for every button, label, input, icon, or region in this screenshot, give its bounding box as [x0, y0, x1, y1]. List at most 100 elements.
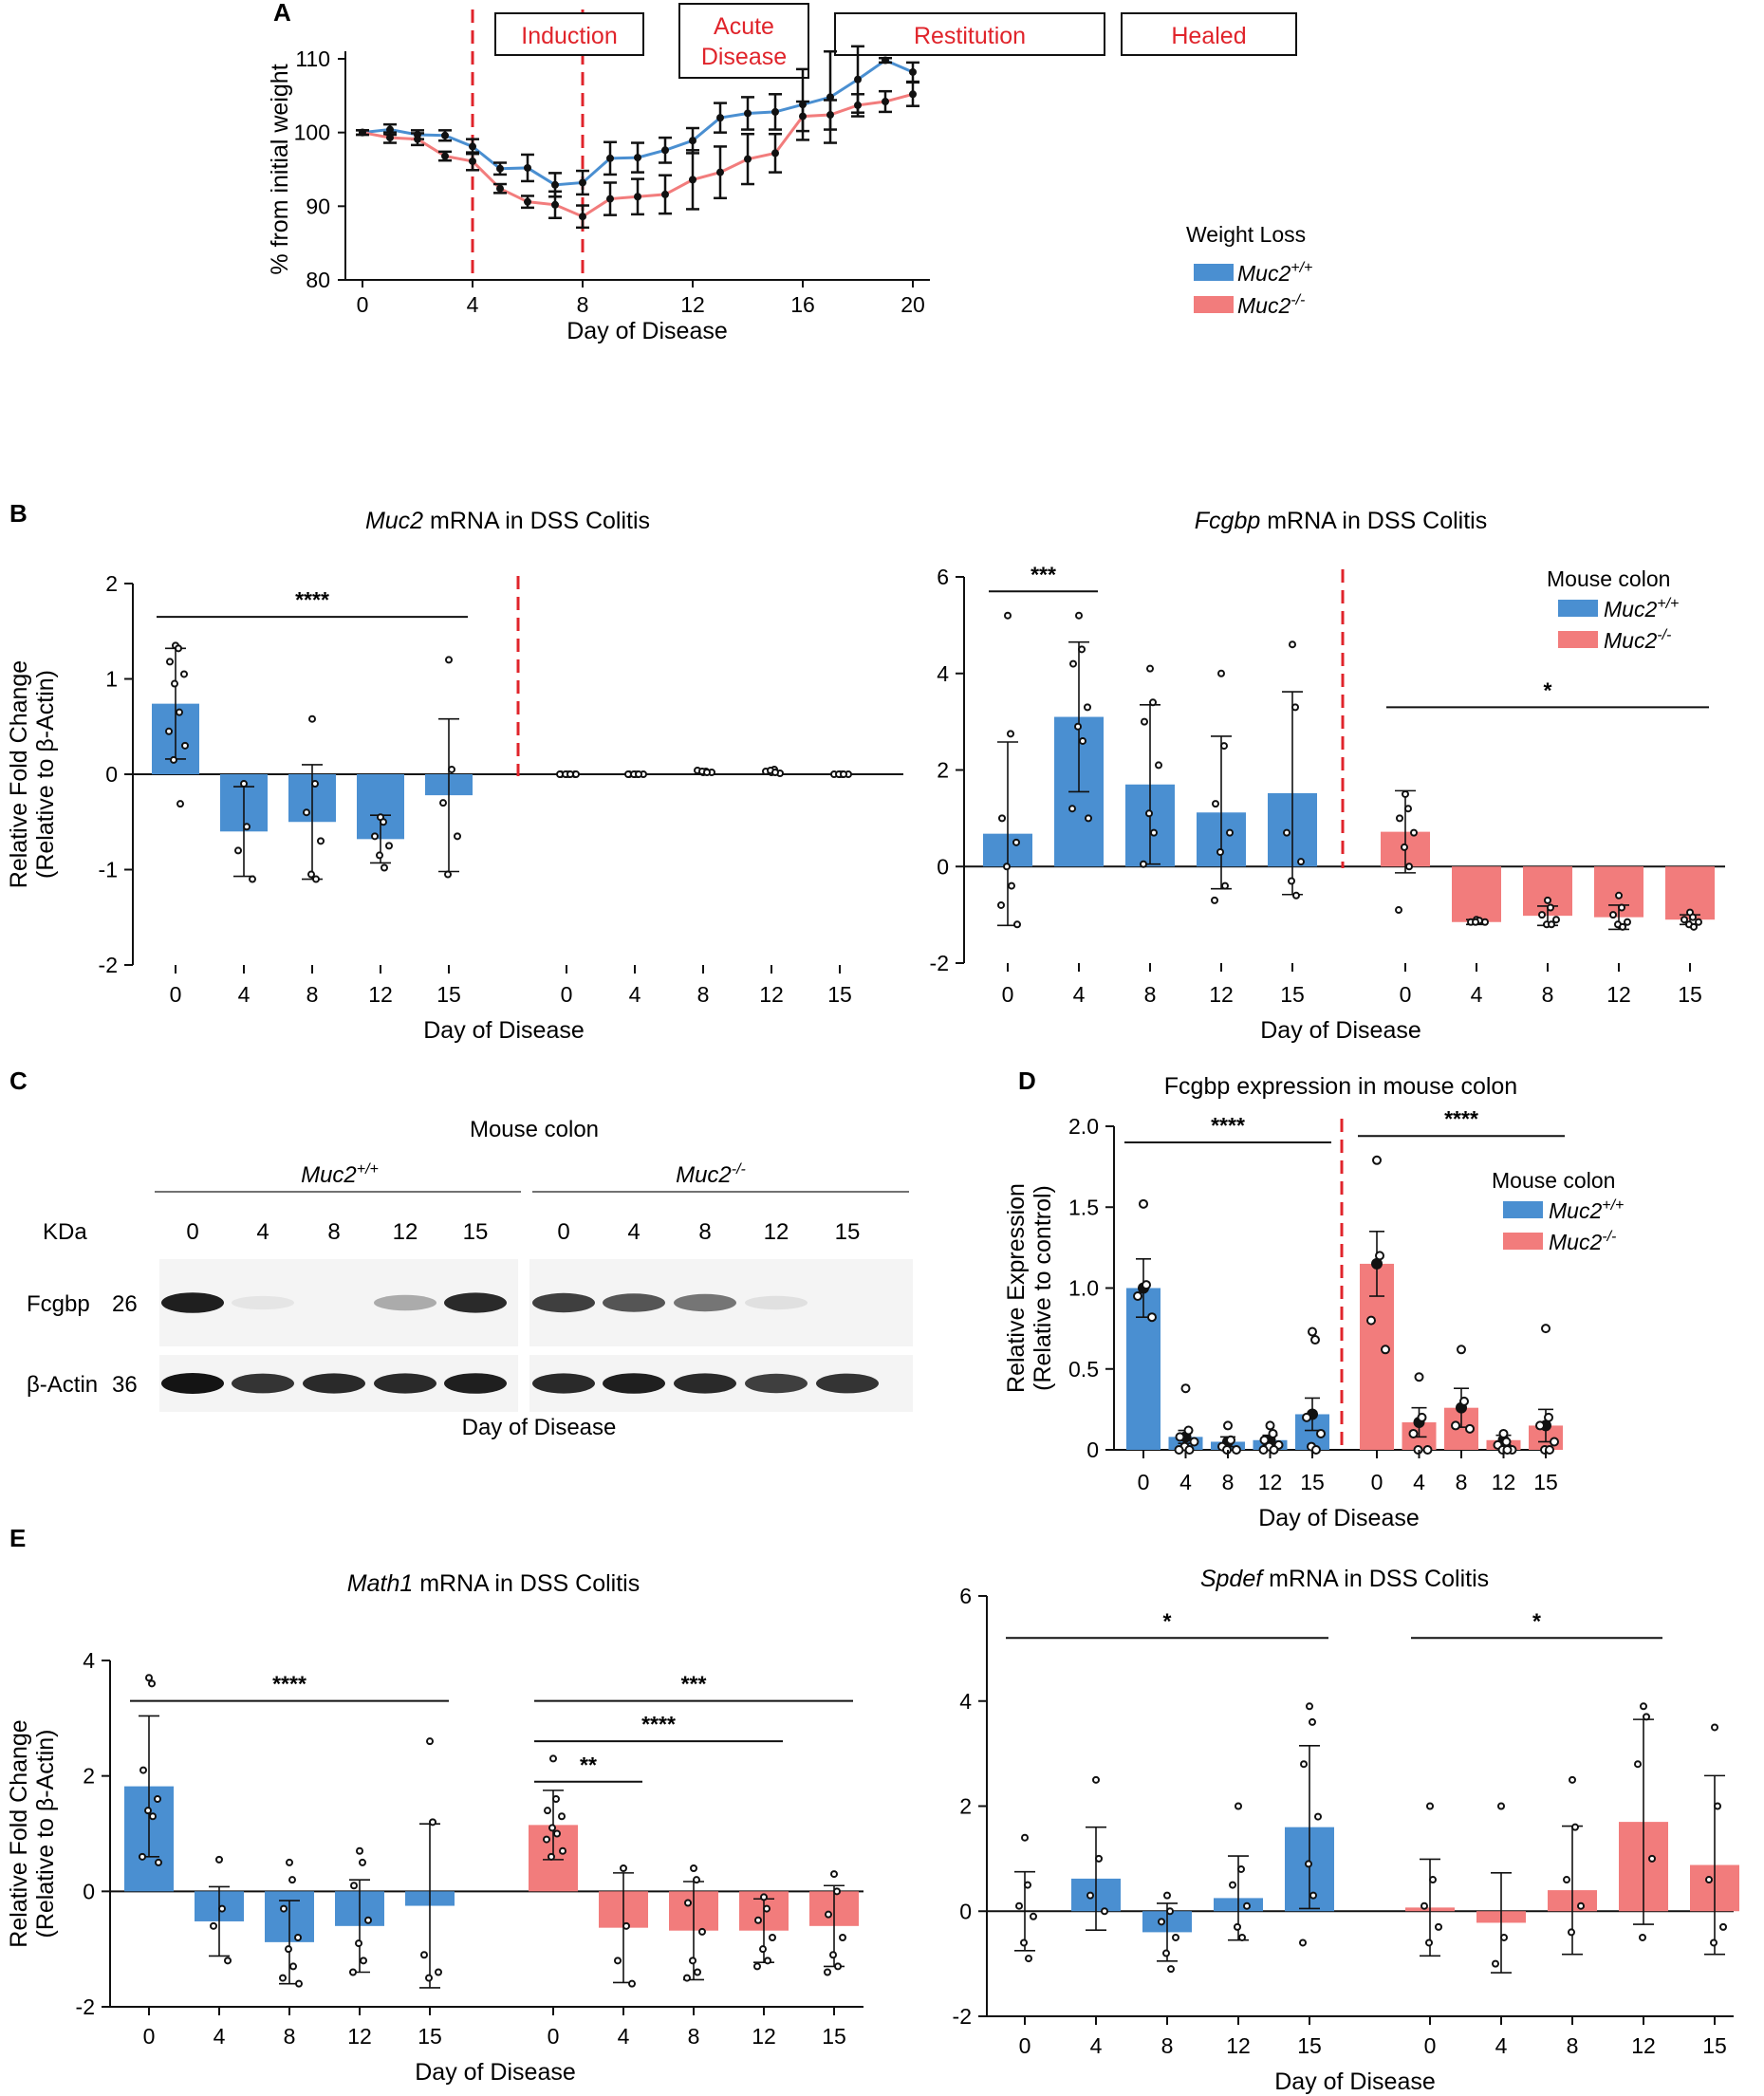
legend-label: Muc2-/- [1604, 627, 1671, 653]
data-point [429, 1818, 436, 1827]
data-point [693, 1876, 700, 1884]
data-point [684, 1899, 692, 1907]
data-point [552, 1795, 560, 1803]
x-tick-label: 15 [1297, 2033, 1322, 2058]
data-point [496, 184, 504, 193]
blot-band [674, 1293, 736, 1312]
x-tick-label: 8 [284, 2024, 296, 2049]
y-tick-label: 4 [937, 661, 949, 686]
data-point [1211, 896, 1218, 904]
data-point [1220, 742, 1228, 751]
y-tick-label: 0 [105, 762, 118, 787]
y-axis-title: Relative Fold Change [6, 660, 32, 888]
mean-point [1371, 1257, 1383, 1270]
data-point [386, 134, 394, 142]
data-point [614, 1957, 622, 1965]
y-axis-title-units: (Relative to control) [1030, 1185, 1056, 1391]
data-point [1101, 1907, 1108, 1916]
data-point [234, 846, 242, 855]
data-point [176, 800, 184, 808]
y-tick-label: 2 [937, 758, 949, 783]
x-tick-label: 4 [467, 292, 479, 317]
data-point [1548, 920, 1555, 929]
x-tick-label: 12 [680, 292, 705, 317]
data-point [543, 1835, 550, 1844]
blot-title: Mouse colon [470, 1117, 599, 1142]
data-point [1158, 1918, 1165, 1926]
data-point [1410, 828, 1418, 837]
data-point [1535, 1420, 1545, 1431]
data-point [1501, 1437, 1512, 1447]
data-point [840, 770, 847, 778]
x-tick-label: 0 [1424, 2033, 1437, 2058]
legend-swatch [1194, 264, 1234, 281]
phase-box [834, 12, 1105, 56]
protein-label: β-Actin [27, 1372, 98, 1398]
data-point [1577, 1901, 1585, 1910]
x-tick-label: 15 [1533, 1470, 1558, 1494]
data-point [683, 1974, 691, 1982]
x-tick-label: 15 [436, 982, 461, 1007]
data-point [1302, 1412, 1311, 1422]
data-point [1030, 1912, 1037, 1920]
data-point [349, 1968, 357, 1976]
data-point [364, 1916, 372, 1924]
y-tick-label: 0 [937, 854, 949, 879]
data-point [371, 832, 379, 841]
lane-label: 12 [764, 1219, 789, 1245]
data-point [760, 1893, 768, 1901]
data-point [882, 98, 889, 106]
data-point [1008, 881, 1015, 890]
chart-title: Muc2 mRNA in DSS Colitis [365, 508, 650, 534]
data-point [1563, 1876, 1570, 1884]
lane-label: 8 [327, 1219, 340, 1245]
data-point [1310, 1335, 1320, 1345]
data-point [1299, 1938, 1307, 1947]
data-point [1624, 918, 1631, 926]
data-point [1007, 730, 1014, 738]
legend-title: Mouse colon [1547, 566, 1670, 591]
data-point [833, 1887, 841, 1896]
significance-label: ** [580, 1753, 597, 1777]
data-point [1372, 1155, 1382, 1165]
data-point [763, 1904, 771, 1913]
data-point [826, 111, 834, 120]
data-point [288, 1876, 296, 1884]
data-point [1314, 1812, 1322, 1821]
blot-band [374, 1294, 436, 1311]
x-tick-label: 12 [1631, 2033, 1656, 2058]
x-tick-label: 15 [827, 982, 852, 1007]
x-axis-title: Day of Disease [1260, 1017, 1421, 1044]
group-header-label: Muc2-/- [676, 1161, 746, 1188]
data-point [689, 176, 696, 184]
data-point [1268, 1428, 1278, 1438]
data-point [1259, 1435, 1270, 1445]
data-point [180, 670, 188, 678]
y-axis-title: Relative Expression [1003, 1183, 1030, 1393]
data-point [1538, 911, 1546, 919]
kda-label: KDa [43, 1219, 87, 1245]
data-point [1404, 805, 1412, 813]
data-point [218, 1904, 226, 1913]
y-tick-label: 0 [83, 1879, 95, 1903]
data-point [1024, 1881, 1031, 1889]
x-tick-label: 8 [1222, 1470, 1235, 1494]
data-point [1547, 903, 1554, 912]
data-point [1639, 1933, 1646, 1941]
data-point [1396, 814, 1403, 823]
data-point [997, 900, 1005, 909]
data-point [1375, 1251, 1384, 1261]
data-point [1316, 1428, 1326, 1438]
blot-band [603, 1373, 665, 1394]
y-tick-label: 6 [937, 565, 949, 589]
data-point [824, 1968, 831, 1976]
data-point [148, 1679, 156, 1688]
legend-label: Muc2+/+ [1237, 260, 1312, 286]
x-axis-title: Day of Disease [423, 1017, 585, 1044]
data-point [1234, 1922, 1241, 1931]
data-point [524, 163, 531, 172]
data-point [435, 1968, 442, 1976]
data-point [548, 1852, 555, 1861]
data-point [909, 67, 917, 76]
data-point [1544, 1412, 1553, 1422]
